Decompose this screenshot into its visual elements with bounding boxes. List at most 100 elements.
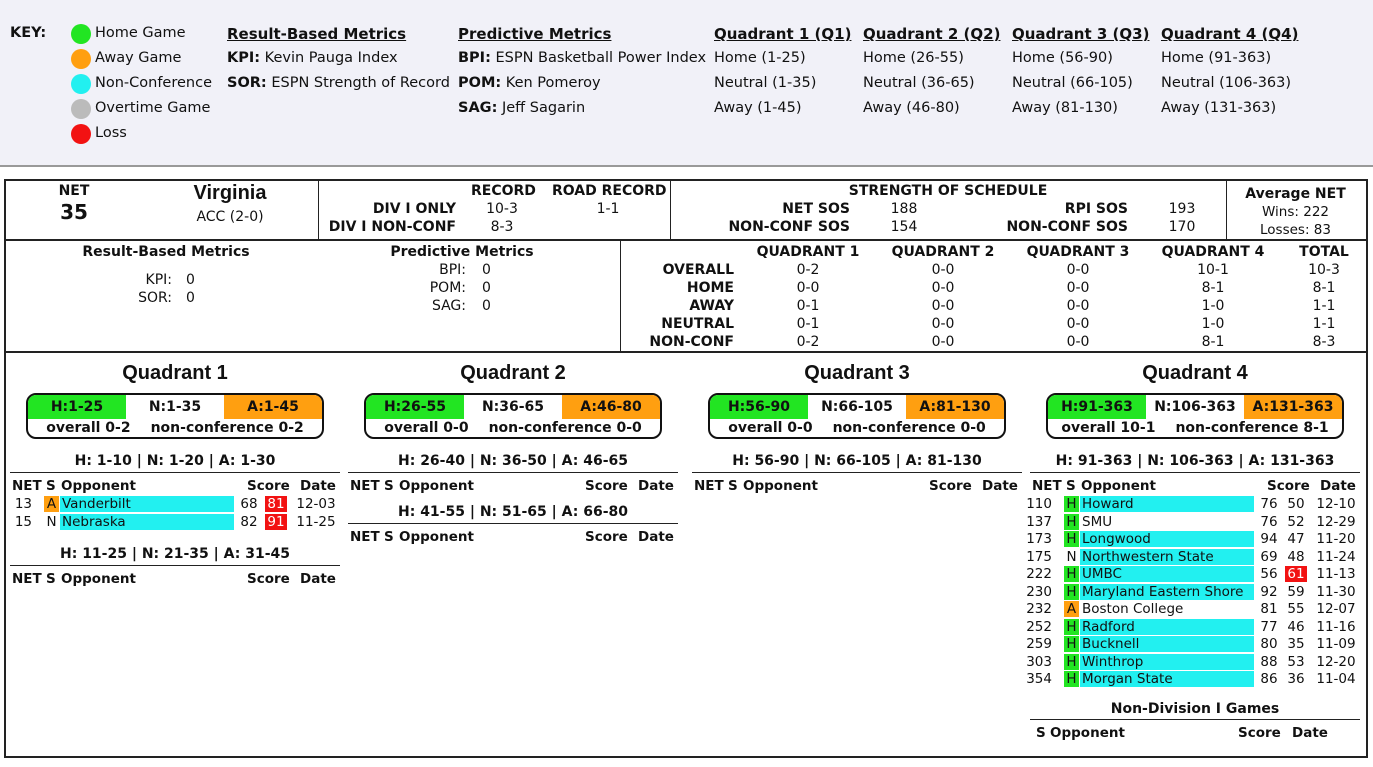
overall-record: overall 10-1 <box>1061 420 1156 436</box>
game-opp-score: 35 <box>1287 636 1305 652</box>
game-net: 259 <box>1026 636 1052 652</box>
quadrant-table-cell: 1-1 <box>1312 316 1336 332</box>
quadrant-table-row-label: AWAY <box>689 298 734 314</box>
game-opp-score: 59 <box>1287 583 1305 600</box>
game-row: 252 H Radford 77 46 11-16 <box>1026 618 1360 636</box>
game-opponent: Radford <box>1080 618 1254 635</box>
quadrant-table-cell: 0-0 <box>931 280 955 296</box>
quadrant-table-header: QUADRANT 3 <box>1026 244 1130 260</box>
quadrant-1-summary-box: H:1-25 N:1-35 A:1-45 overall 0-2 non-confere… <box>26 393 324 439</box>
quadrant-2-summary-box: H:26-55 N:36-65 A:46-80 overall 0-0 non-conf… <box>364 393 662 439</box>
avg-net-losses: Losses: 83 <box>1260 222 1331 238</box>
quadrant-table-cell: 10-3 <box>1308 262 1340 278</box>
key-q2-heading: Quadrant 2 (Q2) <box>863 25 1001 43</box>
team-name: Virginia <box>193 182 267 204</box>
game-team-score: 88 <box>1260 653 1278 670</box>
net-nonconf-sos-label: NON-CONF SOS <box>728 219 850 235</box>
away-range: A:1-45 <box>224 395 322 419</box>
tier-range-header: H: 56-90 | N: 66-105 | A: 81-130 <box>732 453 982 469</box>
game-opp-score: 81 <box>265 496 287 512</box>
nonconf-record: 8-3 <box>490 219 514 235</box>
game-location: H <box>1064 513 1079 530</box>
key-q4-neutral: Neutral (106-363) <box>1161 75 1292 91</box>
net-sos-value: 188 <box>890 201 918 217</box>
tier-range-header: H: 1-10 | N: 1-20 | A: 1-30 <box>74 453 276 469</box>
game-team-score: 77 <box>1260 618 1278 635</box>
key-sor: SOR: ESPN Strength of Record <box>227 75 450 91</box>
col-header-opponent: Opponent <box>399 478 474 494</box>
quadrant-table-cell: 8-1 <box>1201 334 1225 350</box>
game-opp-score: 36 <box>1287 671 1305 687</box>
quadrant-table-header: TOTAL <box>1299 244 1349 260</box>
road-record: 1-1 <box>596 201 620 217</box>
game-date: 12-29 <box>1316 513 1356 530</box>
col-header-date: Date <box>1292 724 1328 741</box>
sor-label: SOR: <box>138 290 172 306</box>
sos-title: STRENGTH OF SCHEDULE <box>848 183 1048 199</box>
quadrant-table-header: QUADRANT 1 <box>756 244 860 260</box>
col-header-net: NET <box>1032 478 1062 494</box>
game-row: 259 H Bucknell 80 35 11-09 <box>1026 636 1360 653</box>
nonconf-label: DIV I NON-CONF <box>328 219 456 235</box>
quadrant-table-cell: 1-0 <box>1201 316 1225 332</box>
col-header-score: Score <box>1267 478 1310 494</box>
game-net: 173 <box>1026 531 1052 547</box>
rpi-sos-label: RPI SOS <box>1064 201 1128 217</box>
game-team-score: 82 <box>240 513 258 530</box>
rpi-nonconf-sos-label: NON-CONF SOS <box>1006 219 1128 235</box>
quadrant-table-cell: 0-2 <box>796 262 820 278</box>
game-team-score: 56 <box>1260 566 1278 582</box>
away-range: A:81-130 <box>906 395 1004 419</box>
col-header-opponent: Opponent <box>61 571 136 587</box>
quadrant-table-cell: 0-1 <box>796 298 820 314</box>
home-game-dot-icon <box>71 24 91 44</box>
key-q1-heading: Quadrant 1 (Q1) <box>714 25 852 43</box>
game-date: 11-30 <box>1316 583 1356 600</box>
non-division-1-header: Non-Division I Games <box>1110 700 1280 717</box>
game-location: A <box>1064 601 1079 617</box>
game-opp-score: 61 <box>1285 566 1307 582</box>
game-net: 222 <box>1026 566 1052 582</box>
game-row: 232 A Boston College 81 55 12-07 <box>1026 601 1360 618</box>
col-header-date: Date <box>638 478 674 494</box>
quadrant-table-cell: 0-2 <box>796 334 820 350</box>
game-location: N <box>1066 548 1077 565</box>
tier-range-header: H: 91-363 | N: 106-363 | A: 131-363 <box>1055 453 1335 469</box>
game-opp-score: 50 <box>1287 496 1305 512</box>
game-row: 354 H Morgan State 86 36 11-04 <box>1026 671 1360 688</box>
col-header-opponent: Opponent <box>743 478 818 494</box>
quadrant-table-header: QUADRANT 4 <box>1161 244 1265 260</box>
key-q3-neutral: Neutral (66-105) <box>1012 75 1133 91</box>
away-range: A:46-80 <box>562 395 660 419</box>
quadrant-table-cell: 0-0 <box>1066 334 1090 350</box>
col-header-net: NET <box>350 529 380 545</box>
game-net: 232 <box>1026 601 1052 617</box>
tier-divider <box>348 523 678 524</box>
col-header-net: NET <box>694 478 724 494</box>
key-sag: SAG: Jeff Sagarin <box>458 100 586 116</box>
game-opponent: UMBC <box>1080 566 1254 582</box>
team-sheet: NET 35 Virginia ACC (2-0) RECORD ROAD RE… <box>4 179 1368 758</box>
nonconf-record: non-conference 0-0 <box>832 420 986 436</box>
bpi-label: BPI: <box>439 262 466 278</box>
quadrant-4-summary-box: H:91-363 N:106-363 A:131-363 overall 10-1 no… <box>1046 393 1344 439</box>
game-date: 11-04 <box>1316 671 1356 687</box>
game-opponent: Maryland Eastern Shore <box>1080 583 1254 600</box>
tier-range-header: H: 41-55 | N: 51-65 | A: 66-80 <box>398 504 628 520</box>
quadrant-table-cell: 1-1 <box>1312 298 1336 314</box>
avg-net-title: Average NET <box>1245 186 1346 202</box>
game-date: 11-20 <box>1316 531 1356 547</box>
quadrant-table-cell: 0-1 <box>796 316 820 332</box>
loss-dot-icon <box>71 124 91 144</box>
quadrant-record-row: overall 0-0 non-conference 0-0 <box>366 420 660 437</box>
game-date: 11-09 <box>1316 636 1356 652</box>
game-team-score: 80 <box>1260 636 1278 652</box>
pom-value: 0 <box>482 280 491 296</box>
col-header-date: Date <box>638 529 674 545</box>
tier-divider <box>692 472 1022 473</box>
game-date: 12-20 <box>1316 653 1356 670</box>
game-team-score: 68 <box>240 496 258 512</box>
net-label: NET <box>58 183 90 199</box>
quadrant-table-cell: 8-1 <box>1312 280 1336 296</box>
kpi-label: KPI: <box>145 272 172 288</box>
